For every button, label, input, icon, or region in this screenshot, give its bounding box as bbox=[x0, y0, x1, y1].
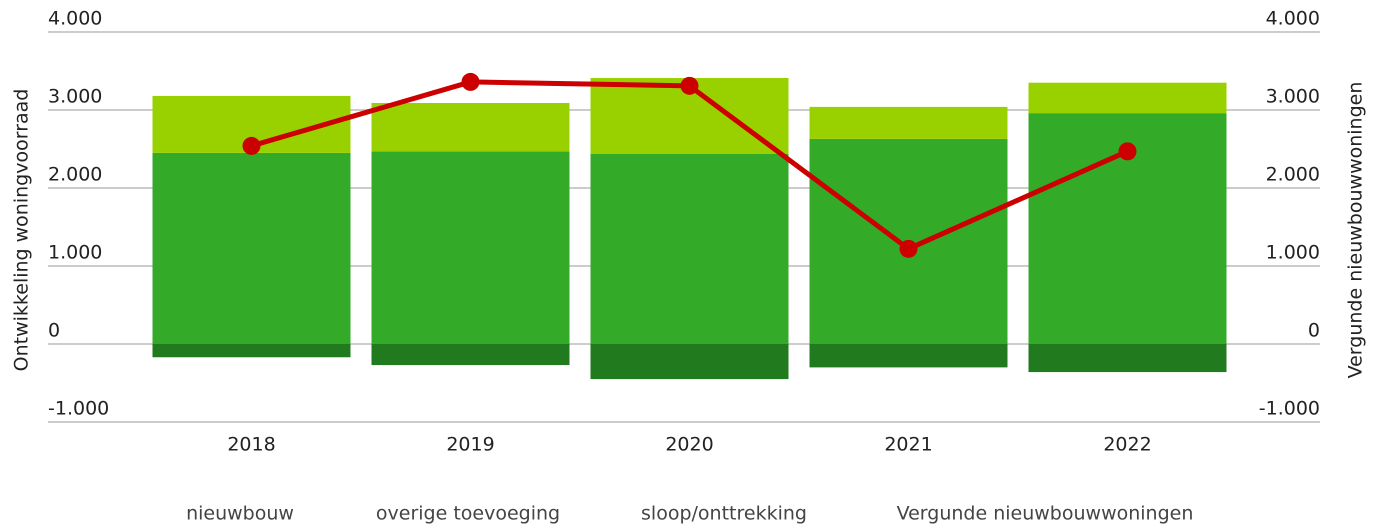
y-axis-title: Ontwikkeling woningvoorraad bbox=[11, 89, 33, 372]
x-tick-label: 2019 bbox=[446, 434, 494, 456]
bar bbox=[809, 106, 1008, 139]
y2-axis-title: Vergunde nieuwbouwwoningen bbox=[1345, 82, 1367, 379]
bar bbox=[371, 102, 570, 152]
x-tick-label: 2018 bbox=[227, 434, 275, 456]
y2-tick-label: 4.000 bbox=[1266, 8, 1320, 30]
line-point bbox=[461, 72, 480, 91]
x-tick-label: 2022 bbox=[1103, 434, 1151, 456]
legend-item: nieuwbouw bbox=[186, 503, 294, 525]
x-tick-label: 2021 bbox=[884, 434, 932, 456]
legend-item: Vergunde nieuwbouwwoningen bbox=[897, 503, 1194, 525]
bar bbox=[809, 344, 1008, 368]
y-tick-label: 2.000 bbox=[48, 164, 102, 186]
y-tick-label: 4.000 bbox=[48, 8, 102, 30]
y2-tick-label: 0 bbox=[1308, 320, 1320, 342]
bar bbox=[590, 344, 789, 380]
bar bbox=[1028, 82, 1227, 114]
y-tick-label: -1.000 bbox=[48, 398, 109, 420]
line-point bbox=[242, 136, 261, 155]
legend-item: sloop/onttrekking bbox=[641, 503, 807, 525]
bar bbox=[590, 153, 789, 344]
bar bbox=[371, 344, 570, 366]
x-tick-label: 2020 bbox=[665, 434, 713, 456]
y-tick-label: 0 bbox=[48, 320, 60, 342]
y-tick-label: 1.000 bbox=[48, 242, 102, 264]
line-point bbox=[899, 239, 918, 258]
line-point bbox=[1118, 142, 1137, 161]
y2-tick-label: 3.000 bbox=[1266, 86, 1320, 108]
legend-item: overige toevoeging bbox=[376, 503, 560, 525]
y-tick-label: 3.000 bbox=[48, 86, 102, 108]
y2-tick-label: 2.000 bbox=[1266, 164, 1320, 186]
y2-tick-label: 1.000 bbox=[1266, 242, 1320, 264]
bar bbox=[371, 151, 570, 344]
y2-tick-label: -1.000 bbox=[1259, 398, 1320, 420]
bar bbox=[152, 152, 351, 344]
bar bbox=[152, 344, 351, 358]
bar bbox=[1028, 344, 1227, 373]
line-point bbox=[680, 76, 699, 95]
